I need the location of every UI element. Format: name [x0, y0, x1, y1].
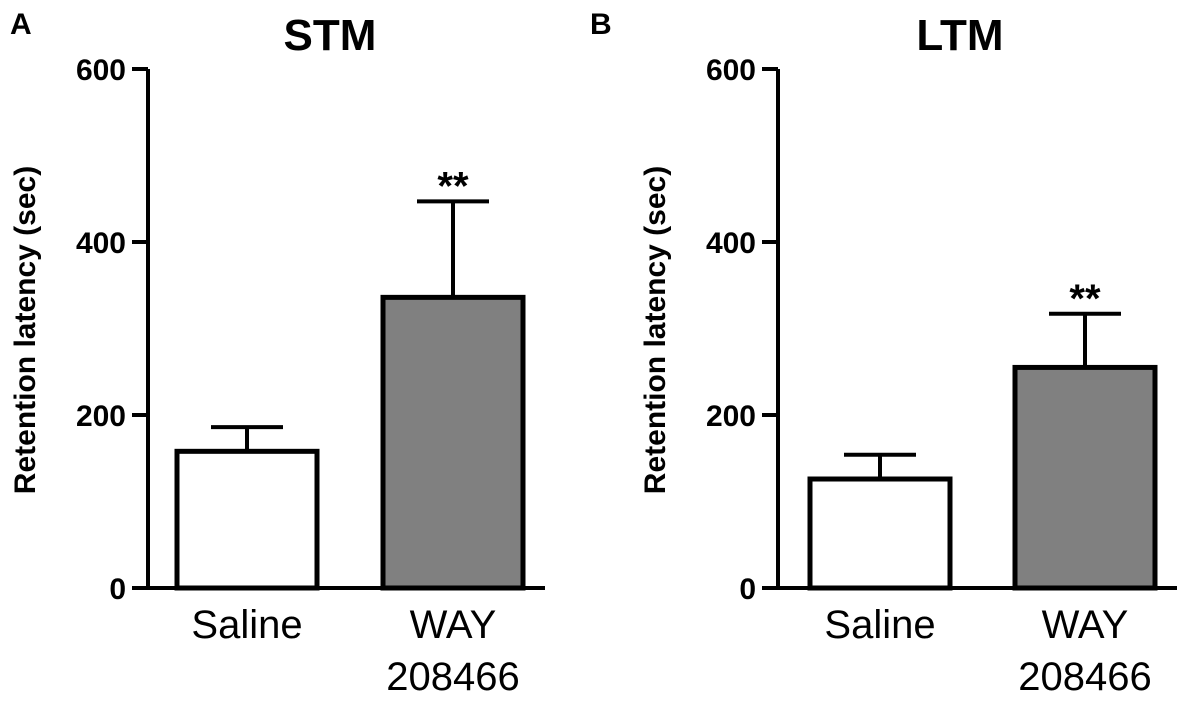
y-tick-label: 0	[109, 573, 126, 606]
x-category-label-line: 208466	[1018, 655, 1151, 699]
x-category-label-line: Saline	[191, 603, 302, 647]
significance-label: **	[437, 164, 469, 208]
y-tick-label: 600	[706, 54, 756, 87]
x-category-label-line: WAY	[410, 603, 497, 647]
x-category-label-line: Saline	[824, 603, 935, 647]
x-category-label: Saline	[824, 603, 935, 647]
x-category-label: Saline	[191, 603, 302, 647]
bar	[174, 448, 320, 591]
panel-letter: B	[590, 8, 612, 41]
chart-title: STM	[284, 11, 377, 60]
y-tick-label: 600	[76, 54, 126, 87]
y-axis-label: Retention latency (sec)	[9, 166, 42, 494]
chart-title: LTM	[916, 11, 1003, 60]
significance-label: **	[1069, 277, 1101, 321]
y-tick-label: 400	[706, 227, 756, 260]
y-tick-label: 400	[76, 227, 126, 260]
x-category-label: WAY 208466	[1018, 603, 1151, 699]
x-category-label-line: 208466	[386, 655, 519, 699]
panel-letter: A	[10, 8, 32, 41]
x-category-label-line: WAY	[1042, 603, 1129, 647]
y-tick-label: 0	[739, 573, 756, 606]
y-tick-label: 200	[76, 400, 126, 433]
bar	[380, 294, 526, 591]
y-axis-label: Retention latency (sec)	[639, 166, 672, 494]
panel-a: A STM Retention latency (sec) 0 200 400 600…	[9, 8, 545, 699]
bar	[807, 476, 953, 591]
y-tick-label: 200	[706, 400, 756, 433]
x-category-label: WAY 208466	[386, 603, 519, 699]
panel-b: B LTM Retention latency (sec) 0 200 400 600…	[590, 8, 1177, 699]
bar	[1012, 364, 1158, 591]
